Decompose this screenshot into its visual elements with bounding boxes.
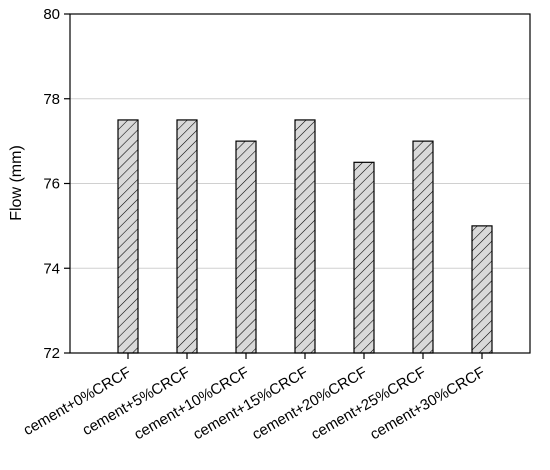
y-tick-label: 74 (43, 260, 60, 277)
bar (176, 119, 198, 354)
y-axis-ticks: 72 74 76 78 80 (43, 6, 70, 362)
x-axis-ticks: cement+0%CRCFcement+5%CRCFcement+10%CRCF… (20, 353, 488, 443)
bar (353, 161, 375, 354)
bar (294, 119, 316, 354)
y-tick-label: 80 (43, 6, 60, 23)
bar (412, 140, 434, 354)
bar (117, 119, 139, 354)
y-tick-label: 72 (43, 345, 60, 362)
bar (235, 140, 257, 354)
bar (471, 225, 493, 354)
bars (117, 119, 493, 354)
x-tick-label: cement+0%CRCF (20, 364, 134, 439)
y-axis-title: Flow (mm) (8, 145, 25, 221)
y-tick-label: 78 (43, 91, 60, 108)
y-tick-label: 76 (43, 176, 60, 193)
